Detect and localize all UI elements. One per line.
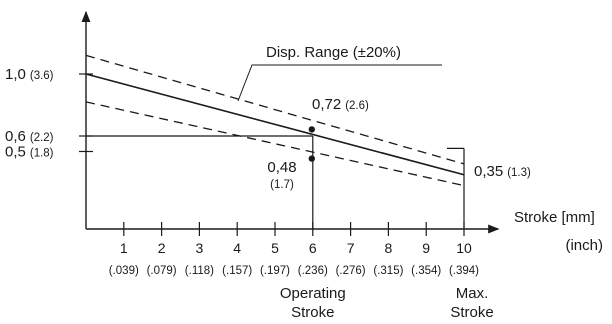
stroke-marker-label: Stroke [450, 304, 493, 321]
x-axis-unit: (inch) [565, 237, 603, 254]
x-tick-label: 8 [385, 240, 393, 256]
tolerance-line [85, 101, 465, 187]
max-stroke-value-label-value: 0,35 [474, 163, 503, 180]
nominal-force-line [85, 73, 465, 176]
y-tick-label: 1,0 (3.6) [5, 66, 54, 83]
series-lines [85, 54, 465, 187]
x-tick-inch-label: (.157) [222, 265, 252, 277]
y-tick-label-value: 1,0 [5, 66, 26, 83]
x-tick-inch-label: (.394) [449, 265, 479, 277]
x-tick-label: 7 [347, 240, 355, 256]
point-lower [308, 155, 315, 162]
y-tick-label: 0,5 (1.8) [5, 144, 54, 161]
disp-range-annotation: Disp. Range (±20%) [266, 44, 401, 61]
stroke-marker-label: Operating [280, 285, 346, 302]
x-tick-label: 2 [158, 240, 166, 256]
point-upper [308, 126, 315, 133]
x-tick-inch-label: (.354) [411, 265, 441, 277]
y-tick-label-inch: (3.6) [30, 70, 54, 82]
x-tick-inch-label: (.039) [109, 265, 139, 277]
y-tick-label-inch: (1.8) [30, 148, 54, 160]
y-tick-label: 0,6 (2.2) [5, 128, 54, 145]
y-tick-label-value: 0,6 [5, 128, 26, 145]
point-upper-label-value: 0,72 [312, 96, 341, 113]
point-lower-label: 0,48 [267, 159, 296, 176]
x-tick-inch-label: (.236) [298, 265, 328, 277]
x-tick-label: 3 [196, 240, 204, 256]
stroke-marker-label: Stroke [291, 304, 334, 321]
x-tick-label: 4 [233, 240, 241, 256]
y-tick-label-value: 0,5 [5, 144, 26, 161]
x-tick-label: 5 [271, 240, 279, 256]
chart-labels: 1 (.039) 2 (.079) 3 (.118) 4 (.157) 5 (.197) 6 (.23… [5, 44, 603, 321]
x-tick-inch-label: (.315) [373, 265, 403, 277]
x-tick-inch-label: (.276) [336, 265, 366, 277]
x-tick-label: 10 [456, 240, 472, 256]
x-tick-inch-label: (.079) [147, 265, 177, 277]
x-tick-label: 6 [309, 240, 317, 256]
point-upper-label: 0,72 (2.6) [312, 96, 369, 113]
point-upper-label-inch: (2.6) [345, 100, 369, 112]
x-tick-inch-label: (.118) [185, 265, 214, 277]
stroke-marker-label: Max. [456, 285, 489, 302]
x-tick-label: 1 [120, 240, 128, 256]
annotation-leader [237, 64, 442, 102]
point-lower-inch: (1.7) [270, 179, 294, 191]
x-tick-inch-label: (.197) [260, 265, 290, 277]
max-stroke-value-label: 0,35 (1.3) [474, 163, 531, 180]
tolerance-line [85, 54, 465, 165]
max-stroke-value-label-inch: (1.3) [507, 167, 531, 179]
y-tick-label-inch: (2.2) [30, 132, 54, 144]
x-axis-label: Stroke [mm] [514, 209, 595, 226]
x-tick-label: 9 [422, 240, 430, 256]
